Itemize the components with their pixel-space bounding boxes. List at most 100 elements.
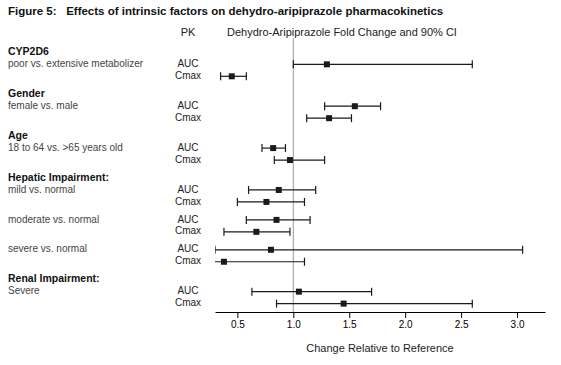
ci-cap bbox=[237, 198, 238, 206]
tick-mark bbox=[293, 312, 294, 318]
ci-line bbox=[249, 189, 316, 190]
plot-area bbox=[215, 38, 523, 312]
ci-row bbox=[249, 186, 316, 194]
pk-label: AUC bbox=[177, 58, 198, 69]
ci-cap bbox=[246, 72, 247, 80]
ci-row bbox=[274, 156, 324, 164]
pk-label: AUC bbox=[177, 214, 198, 225]
column-header: PK bbox=[181, 26, 196, 38]
group-sublabel: moderate vs. normal bbox=[8, 214, 99, 225]
tick-label: 3.0 bbox=[511, 319, 525, 330]
point-estimate bbox=[326, 115, 332, 121]
ci-cap bbox=[380, 102, 381, 110]
tick-mark bbox=[237, 312, 238, 318]
pk-label: AUC bbox=[177, 142, 198, 153]
ci-cap bbox=[472, 60, 473, 68]
tick-label: 2.0 bbox=[399, 319, 413, 330]
ci-cap bbox=[371, 288, 372, 296]
tick: 0.5 bbox=[231, 312, 245, 330]
axis-line bbox=[216, 312, 546, 313]
point-estimate bbox=[324, 61, 330, 67]
ci-row bbox=[252, 288, 372, 296]
pk-label: Cmax bbox=[175, 154, 201, 165]
group-header: Renal Impairment: bbox=[8, 272, 100, 284]
ci-cap bbox=[472, 300, 473, 308]
subtitle: Dehydro-Aripiprazole Fold Change and 90%… bbox=[227, 26, 457, 38]
point-estimate bbox=[270, 145, 276, 151]
ci-row bbox=[215, 258, 304, 266]
ci-cap bbox=[289, 228, 290, 236]
pk-label: Cmax bbox=[175, 255, 201, 266]
group-header: Age bbox=[8, 129, 28, 141]
pk-label: AUC bbox=[177, 100, 198, 111]
group-header: Hepatic Impairment: bbox=[8, 171, 109, 183]
ci-cap bbox=[306, 114, 307, 122]
x-axis: 0.5 1.0 1.5 2.0 2.5 3.0 bbox=[216, 312, 546, 330]
group-sublabel: mild vs. normal bbox=[8, 184, 75, 195]
ci-cap bbox=[215, 246, 216, 254]
tick-label: 0.5 bbox=[231, 319, 245, 330]
ci-cap bbox=[274, 156, 275, 164]
ci-cap bbox=[304, 258, 305, 266]
point-estimate bbox=[276, 187, 282, 193]
point-estimate bbox=[352, 103, 358, 109]
pk-label: AUC bbox=[177, 243, 198, 254]
pk-label: Cmax bbox=[175, 70, 201, 81]
ci-row bbox=[215, 246, 523, 254]
tick: 2.5 bbox=[455, 312, 469, 330]
ci-line bbox=[277, 303, 473, 304]
tick: 3.0 bbox=[511, 312, 525, 330]
ci-line bbox=[293, 64, 472, 65]
tick-mark bbox=[405, 312, 406, 318]
ci-line bbox=[274, 159, 324, 160]
ci-line bbox=[215, 261, 304, 262]
ci-row bbox=[237, 198, 304, 206]
ci-cap bbox=[324, 102, 325, 110]
group-sublabel: Severe bbox=[8, 285, 40, 296]
pk-label: AUC bbox=[177, 184, 198, 195]
ci-row bbox=[277, 300, 473, 308]
point-estimate bbox=[268, 247, 274, 253]
x-axis-label: Change Relative to Reference bbox=[306, 342, 453, 354]
pk-label: Cmax bbox=[175, 297, 201, 308]
group-sublabel: poor vs. extensive metabolizer bbox=[8, 58, 144, 69]
tick: 1.5 bbox=[343, 312, 357, 330]
point-estimate bbox=[229, 73, 235, 79]
point-estimate bbox=[296, 289, 302, 295]
group-header: Gender bbox=[8, 87, 45, 99]
pk-label: Cmax bbox=[175, 196, 201, 207]
reference-line bbox=[293, 38, 294, 312]
tick: 1.0 bbox=[287, 312, 301, 330]
chart: Figure 5: Effects of intrinsic factors o… bbox=[0, 0, 561, 365]
ci-cap bbox=[251, 288, 252, 296]
tick-mark bbox=[461, 312, 462, 318]
tick: 2.0 bbox=[399, 312, 413, 330]
tick-label: 2.5 bbox=[455, 319, 469, 330]
title: Figure 5: Effects of intrinsic factors o… bbox=[8, 5, 443, 17]
ci-cap bbox=[223, 228, 224, 236]
point-estimate bbox=[287, 157, 293, 163]
ci-cap bbox=[522, 246, 523, 254]
ci-cap bbox=[315, 186, 316, 194]
tick-mark bbox=[349, 312, 350, 318]
tick-mark bbox=[517, 312, 518, 318]
group-sublabel: severe vs. normal bbox=[8, 243, 87, 254]
ci-line bbox=[215, 249, 523, 250]
ci-line bbox=[237, 201, 304, 202]
ci-cap bbox=[324, 156, 325, 164]
group-header: CYP2D6 bbox=[8, 45, 49, 57]
ci-cap bbox=[293, 60, 294, 68]
ci-cap bbox=[285, 144, 286, 152]
tick-label: 1.5 bbox=[343, 319, 357, 330]
ci-cap bbox=[246, 216, 247, 224]
tick-label: 1.0 bbox=[287, 319, 301, 330]
ci-row bbox=[246, 216, 310, 224]
ci-line bbox=[252, 291, 372, 292]
ci-cap bbox=[276, 300, 277, 308]
row-labels: CYP2D6poor vs. extensive metabolizerAUCC… bbox=[8, 45, 201, 308]
pk-label: Cmax bbox=[175, 112, 201, 123]
ci-row bbox=[325, 102, 381, 110]
ci-row bbox=[262, 144, 285, 152]
point-estimate bbox=[263, 199, 269, 205]
pk-label: Cmax bbox=[175, 225, 201, 236]
